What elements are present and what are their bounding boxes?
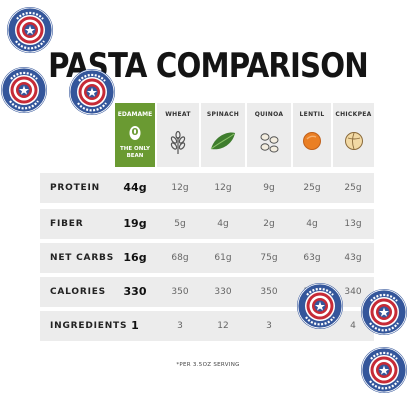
watermark-badge [359,345,409,395]
cell-wheat: 3 [177,321,183,331]
watermark-badge [5,5,55,55]
table-row-protein: PROTEIN 44g 12g 12g 9g 25g 25g [40,173,374,203]
row-label: NET CARBS [50,253,114,263]
cell-spinach: 61g [214,253,232,263]
row-label: FIBER [50,219,84,229]
column-header-wheat: WHEAT [157,103,199,167]
cell-lentil: 25g [303,183,321,193]
edamame-value: 19g [123,217,147,230]
edamame-note: THE ONLY BEAN [120,146,150,159]
chickpea-icon [344,131,364,153]
column-label: CHICKPEA [335,111,372,118]
spinach-leaf-icon [209,131,237,153]
column-label: SPINACH [206,111,240,118]
serving-footnote: *PER 3.5OZ SERVING [176,362,240,368]
row-label: CALORIES [50,287,106,297]
column-header-quinoa: QUINOA [247,103,291,167]
cell-chickpea: 4 [350,321,356,331]
cell-wheat: 12g [171,183,189,193]
column-header-edamame: EDAMAME 0 THE ONLY BEAN [115,103,155,167]
cell-quinoa: 3 [266,321,272,331]
wheat-icon [167,130,189,157]
column-label: EDAMAME [117,111,153,118]
watermark-badge [0,65,49,115]
row-label: INGREDIENTS [50,321,128,331]
edamame-value: 330 [123,285,147,298]
cell-lentil: 63g [303,253,321,263]
column-label: WHEAT [165,111,191,118]
edamame-value: 44g [123,181,147,194]
cell-spinach: 330 [214,287,232,297]
watermark-badge [67,67,117,117]
cell-chickpea: 25g [344,183,362,193]
column-label: LENTIL [299,111,325,118]
cell-lentil: 4g [306,219,318,229]
row-label: PROTEIN [50,183,100,193]
column-header-chickpea: CHICKPEA [333,103,374,167]
edamame-value: 1 [131,319,139,332]
cell-chickpea: 13g [344,219,362,229]
table-header: EDAMAME 0 THE ONLY BEAN WHEAT [40,103,374,167]
watermark-badge [359,287,409,337]
edamame-value: 16g [123,251,147,264]
watermark-badge [295,281,345,331]
cell-spinach: 4g [217,219,229,229]
quinoa-seeds-icon [257,131,281,155]
cell-wheat: 5g [174,219,186,229]
cell-quinoa: 2g [263,219,275,229]
column-header-lentil: LENTIL [293,103,331,167]
cell-wheat: 68g [171,253,189,263]
cell-wheat: 350 [171,287,189,297]
number-zero-icon: 0 [129,126,141,140]
cell-quinoa: 9g [263,183,275,193]
cell-quinoa: 75g [260,253,278,263]
table-row-fiber: FIBER 19g 5g 4g 2g 4g 13g [40,209,374,239]
column-header-spinach: SPINACH [201,103,245,167]
column-label: QUINOA [254,111,284,118]
cell-spinach: 12g [214,183,232,193]
cell-spinach: 12 [217,321,229,331]
lentil-icon [302,131,322,153]
cell-chickpea: 340 [344,287,362,297]
table-row-net-carbs: NET CARBS 16g 68g 61g 75g 63g 43g [40,243,374,273]
cell-chickpea: 43g [344,253,362,263]
cell-quinoa: 350 [260,287,278,297]
